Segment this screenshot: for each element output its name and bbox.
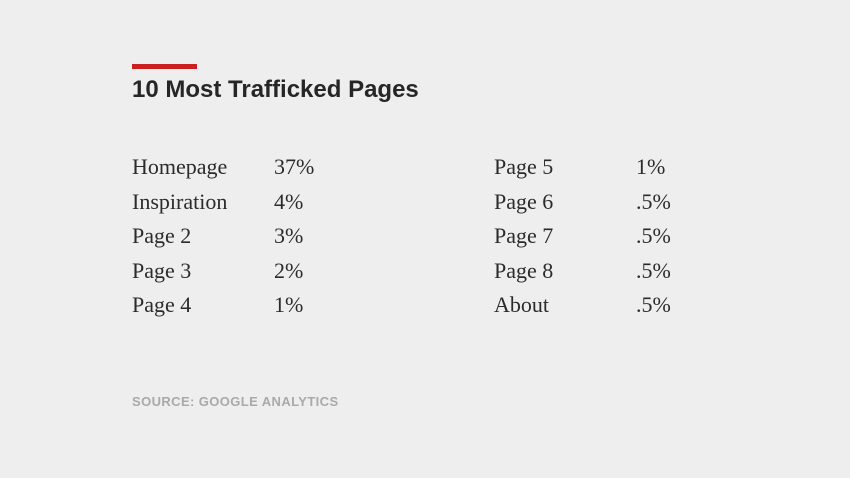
- page-name: Homepage: [132, 154, 228, 179]
- page-name: About: [494, 292, 549, 317]
- page-name: Page 8: [494, 257, 554, 283]
- traffic-percent: 1%: [636, 154, 666, 179]
- traffic-percent: .5%: [636, 257, 671, 283]
- page-name: Page 5: [494, 154, 554, 179]
- page-name: Page 4: [132, 292, 192, 317]
- traffic-percent: 3%: [274, 223, 304, 248]
- page-name: Inspiration: [132, 188, 228, 214]
- traffic-percent: .5%: [636, 292, 671, 317]
- page-name: Page 7: [494, 223, 554, 248]
- traffic-percent: .5%: [636, 223, 671, 248]
- page-name: Page 2: [132, 223, 192, 248]
- page-title: 10 Most Trafficked Pages: [132, 76, 419, 103]
- traffic-percent: 2%: [274, 257, 304, 283]
- traffic-percent: 1%: [274, 292, 304, 317]
- title-accent-bar: [132, 64, 197, 69]
- traffic-percent: 4%: [274, 188, 304, 214]
- page-name: Page 6: [494, 188, 554, 214]
- page-name: Page 3: [132, 257, 192, 283]
- source-note: SOURCE: GOOGLE ANALYTICS: [132, 394, 339, 409]
- traffic-percent: 37%: [274, 154, 315, 179]
- traffic-percent: .5%: [636, 188, 671, 214]
